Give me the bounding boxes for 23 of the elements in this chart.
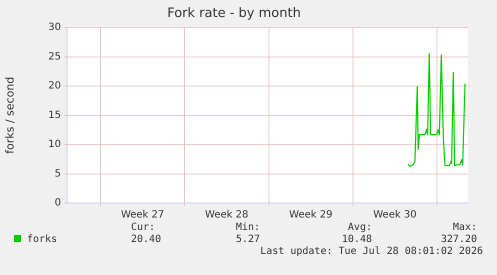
y-tick-label: 25 [48, 51, 61, 62]
y-tick-label: 5 [54, 168, 61, 180]
chart-title: Fork rate - by month [167, 6, 301, 22]
x-tick-label: Week 29 [289, 210, 332, 221]
text: 327.20 [440, 234, 477, 245]
y-tick-label: 20 [48, 80, 61, 92]
legend-label: forks [26, 234, 58, 245]
text: 10.48 [342, 234, 372, 245]
text: Avg: [348, 222, 372, 233]
x-tick-label: Week 27 [120, 210, 164, 221]
text: 20.40 [131, 234, 162, 245]
x-tick-label: Week 30 [373, 210, 417, 221]
y-tick-label: 10 [48, 139, 61, 150]
text: Min: [236, 222, 260, 233]
x-tick-label: Week 28 [205, 210, 248, 221]
text: Last update: Tue Jul 28 08:01:02 2026 [260, 246, 483, 257]
y-tick-label: 15 [48, 110, 61, 121]
y-axis-title: forks / second [3, 76, 16, 154]
text: Max: [452, 222, 477, 233]
y-tick-label: 30 [48, 22, 61, 34]
y-tick-label: 0 [54, 198, 61, 209]
text: 5.27 [236, 234, 260, 245]
text: Cur: [131, 222, 156, 233]
